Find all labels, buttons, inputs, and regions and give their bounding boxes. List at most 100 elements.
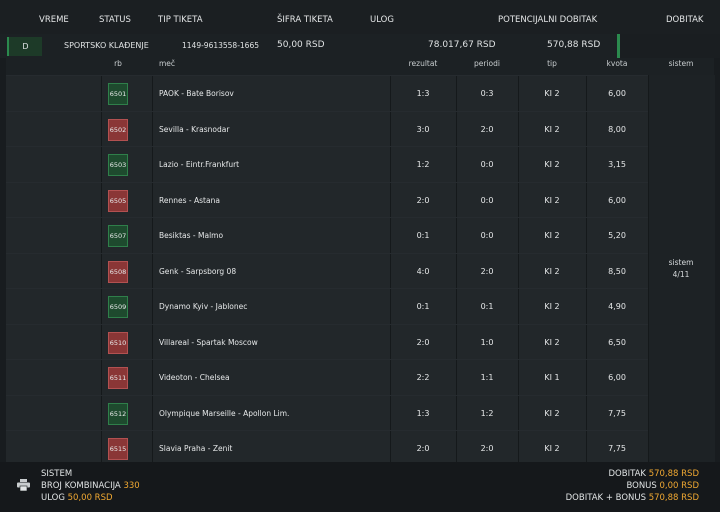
table-row[interactable]: 6505 Rennes - Astana 2:0 0:0 KI 2 6,00 (6, 181, 648, 217)
match-tip: KI 2 (544, 124, 560, 134)
rb-badge: 6509 (108, 296, 128, 318)
ticket-row[interactable] (0, 34, 720, 58)
column-divider (101, 395, 102, 430)
column-divider (101, 182, 102, 217)
column-divider (518, 147, 519, 182)
column-divider (518, 324, 519, 359)
footer-sistem: SISTEM (41, 469, 73, 479)
column-divider (390, 218, 391, 253)
match-periodi: 0:0 (480, 195, 494, 205)
ticket-type: SPORTSKO KLAĐENJE (64, 41, 149, 50)
column-divider (101, 218, 102, 253)
total-label: DOBITAK + BONUS (565, 493, 646, 503)
table-row[interactable]: 6503 Lazio - Eintr.Frankfurt 1:2 0:0 KI 2 3,1… (6, 146, 648, 182)
rb-badge: 6507 (108, 225, 128, 247)
match-rezultat: 1:3 (416, 408, 430, 418)
column-divider (518, 182, 519, 217)
column-divider (152, 395, 153, 430)
match-rezultat: 4:0 (416, 266, 430, 276)
ticket-footer (0, 462, 720, 512)
column-divider (390, 253, 391, 288)
column-divider (456, 253, 457, 288)
match-periodi: 2:0 (480, 444, 494, 453)
footer-total: DOBITAK + BONUS 570,88 RSD (566, 493, 699, 503)
printer-icon[interactable] (17, 479, 30, 491)
sistem-column (648, 75, 715, 462)
sistem-label: sistem (668, 258, 694, 267)
match-periodi: 2:0 (480, 266, 494, 276)
column-divider (456, 147, 457, 182)
rb-badge: 6502 (108, 118, 128, 141)
th-rb: rb (114, 59, 122, 68)
match-kvota: 6,00 (608, 373, 626, 382)
table-row[interactable]: 6511 Videoton - Chelsea 2:2 1:1 KI 1 6,00 (6, 359, 648, 395)
footer-broj-kombinacija: BROJ KOMBINACIJA 330 (41, 481, 140, 491)
column-divider (518, 395, 519, 430)
column-divider (586, 218, 587, 253)
ticket-stake: 50,00 RSD (277, 40, 325, 50)
col-dobitak: DOBITAK (666, 15, 704, 25)
match-periodi: 1:1 (480, 373, 494, 382)
match-tip: KI 2 (544, 337, 560, 347)
table-row[interactable]: 6512 Olympique Marseille - Apollon Lim. 1:… (6, 394, 648, 430)
column-divider (518, 253, 519, 288)
th-mec: meč (159, 59, 176, 68)
match-name: Villareal - Spartak Moscow (159, 337, 258, 347)
table-row[interactable]: 6509 Dynamo Kyiv - Jablonec 0:1 0:1 KI 2 4,90 (6, 288, 648, 324)
footer-ulog: ULOG 50,00 RSD (41, 493, 113, 503)
column-divider (586, 111, 587, 146)
table-row[interactable]: 6510 Villareal - Spartak Moscow 2:0 1:0 KI 2… (6, 323, 648, 359)
match-periodi: 0:1 (480, 302, 494, 311)
dobitak-value: 570,88 RSD (648, 469, 699, 479)
ulog-value: 50,00 RSD (67, 493, 113, 503)
sistem-value: 4/11 (672, 270, 690, 279)
match-rezultat: 3:0 (416, 124, 430, 134)
table-row[interactable]: 6501 PAOK - Bate Borisov 1:3 0:3 KI 2 6,00 (6, 75, 648, 111)
table-row[interactable]: 6515 Slavia Praha - Zenit 2:0 2:0 KI 2 7,75 (6, 430, 648, 466)
column-divider (101, 76, 102, 111)
match-tip: KI 2 (544, 444, 560, 453)
ticket-row-tail (620, 34, 720, 58)
ticket-code: 1149-9613558-1665 (182, 41, 259, 50)
bonus-label: BONUS (626, 481, 657, 491)
match-tip: KI 2 (544, 160, 560, 169)
match-kvota: 8,50 (608, 266, 626, 276)
rb-badge: 6515 (108, 438, 128, 460)
match-periodi: 0:0 (480, 231, 494, 240)
table-row[interactable]: 6508 Genk - Sarpsborg 08 4:0 2:0 KI 2 8,50 (6, 252, 648, 288)
match-kvota: 3,15 (608, 160, 626, 169)
status-badge: D (7, 37, 42, 56)
match-tip: KI 1 (544, 373, 560, 382)
table-row[interactable]: 6502 Sevilla - Krasnodar 3:0 2:0 KI 2 8,00 (6, 110, 648, 146)
column-divider (456, 324, 457, 359)
match-kvota: 6,00 (608, 89, 626, 98)
column-divider (390, 111, 391, 146)
match-name: Dynamo Kyiv - Jablonec (159, 302, 248, 311)
match-rows: 6501 PAOK - Bate Borisov 1:3 0:3 KI 2 6,00 650… (6, 75, 648, 466)
match-name: Slavia Praha - Zenit (159, 444, 233, 453)
match-rezultat: 0:1 (416, 302, 430, 311)
match-kvota: 7,75 (608, 444, 626, 453)
rb-badge: 6505 (108, 189, 128, 212)
broj-kombinacija-value: 330 (123, 481, 140, 491)
footer-bonus: BONUS 0,00 RSD (626, 481, 699, 491)
match-tip: KI 2 (544, 231, 560, 240)
column-divider (390, 360, 391, 395)
column-divider (152, 111, 153, 146)
col-tip-tiketa: TIP TIKETA (158, 15, 203, 25)
broj-kombinacija-label: BROJ KOMBINACIJA (41, 481, 121, 491)
rb-badge: 6508 (108, 260, 128, 283)
match-rezultat: 1:3 (416, 89, 430, 98)
match-tip: KI 2 (544, 195, 560, 205)
rb-badge: 6503 (108, 154, 128, 176)
column-divider (101, 253, 102, 288)
column-divider (390, 182, 391, 217)
match-tip: KI 2 (544, 408, 560, 418)
rb-badge: 6510 (108, 331, 128, 354)
table-row[interactable]: 6507 Besiktas - Malmo 0:1 0:0 KI 2 5,20 (6, 217, 648, 253)
column-divider (152, 253, 153, 288)
column-divider (390, 76, 391, 111)
column-divider (586, 147, 587, 182)
column-divider (101, 360, 102, 395)
col-potencijalni-dobitak: POTENCIJALNI DOBITAK (498, 15, 598, 25)
